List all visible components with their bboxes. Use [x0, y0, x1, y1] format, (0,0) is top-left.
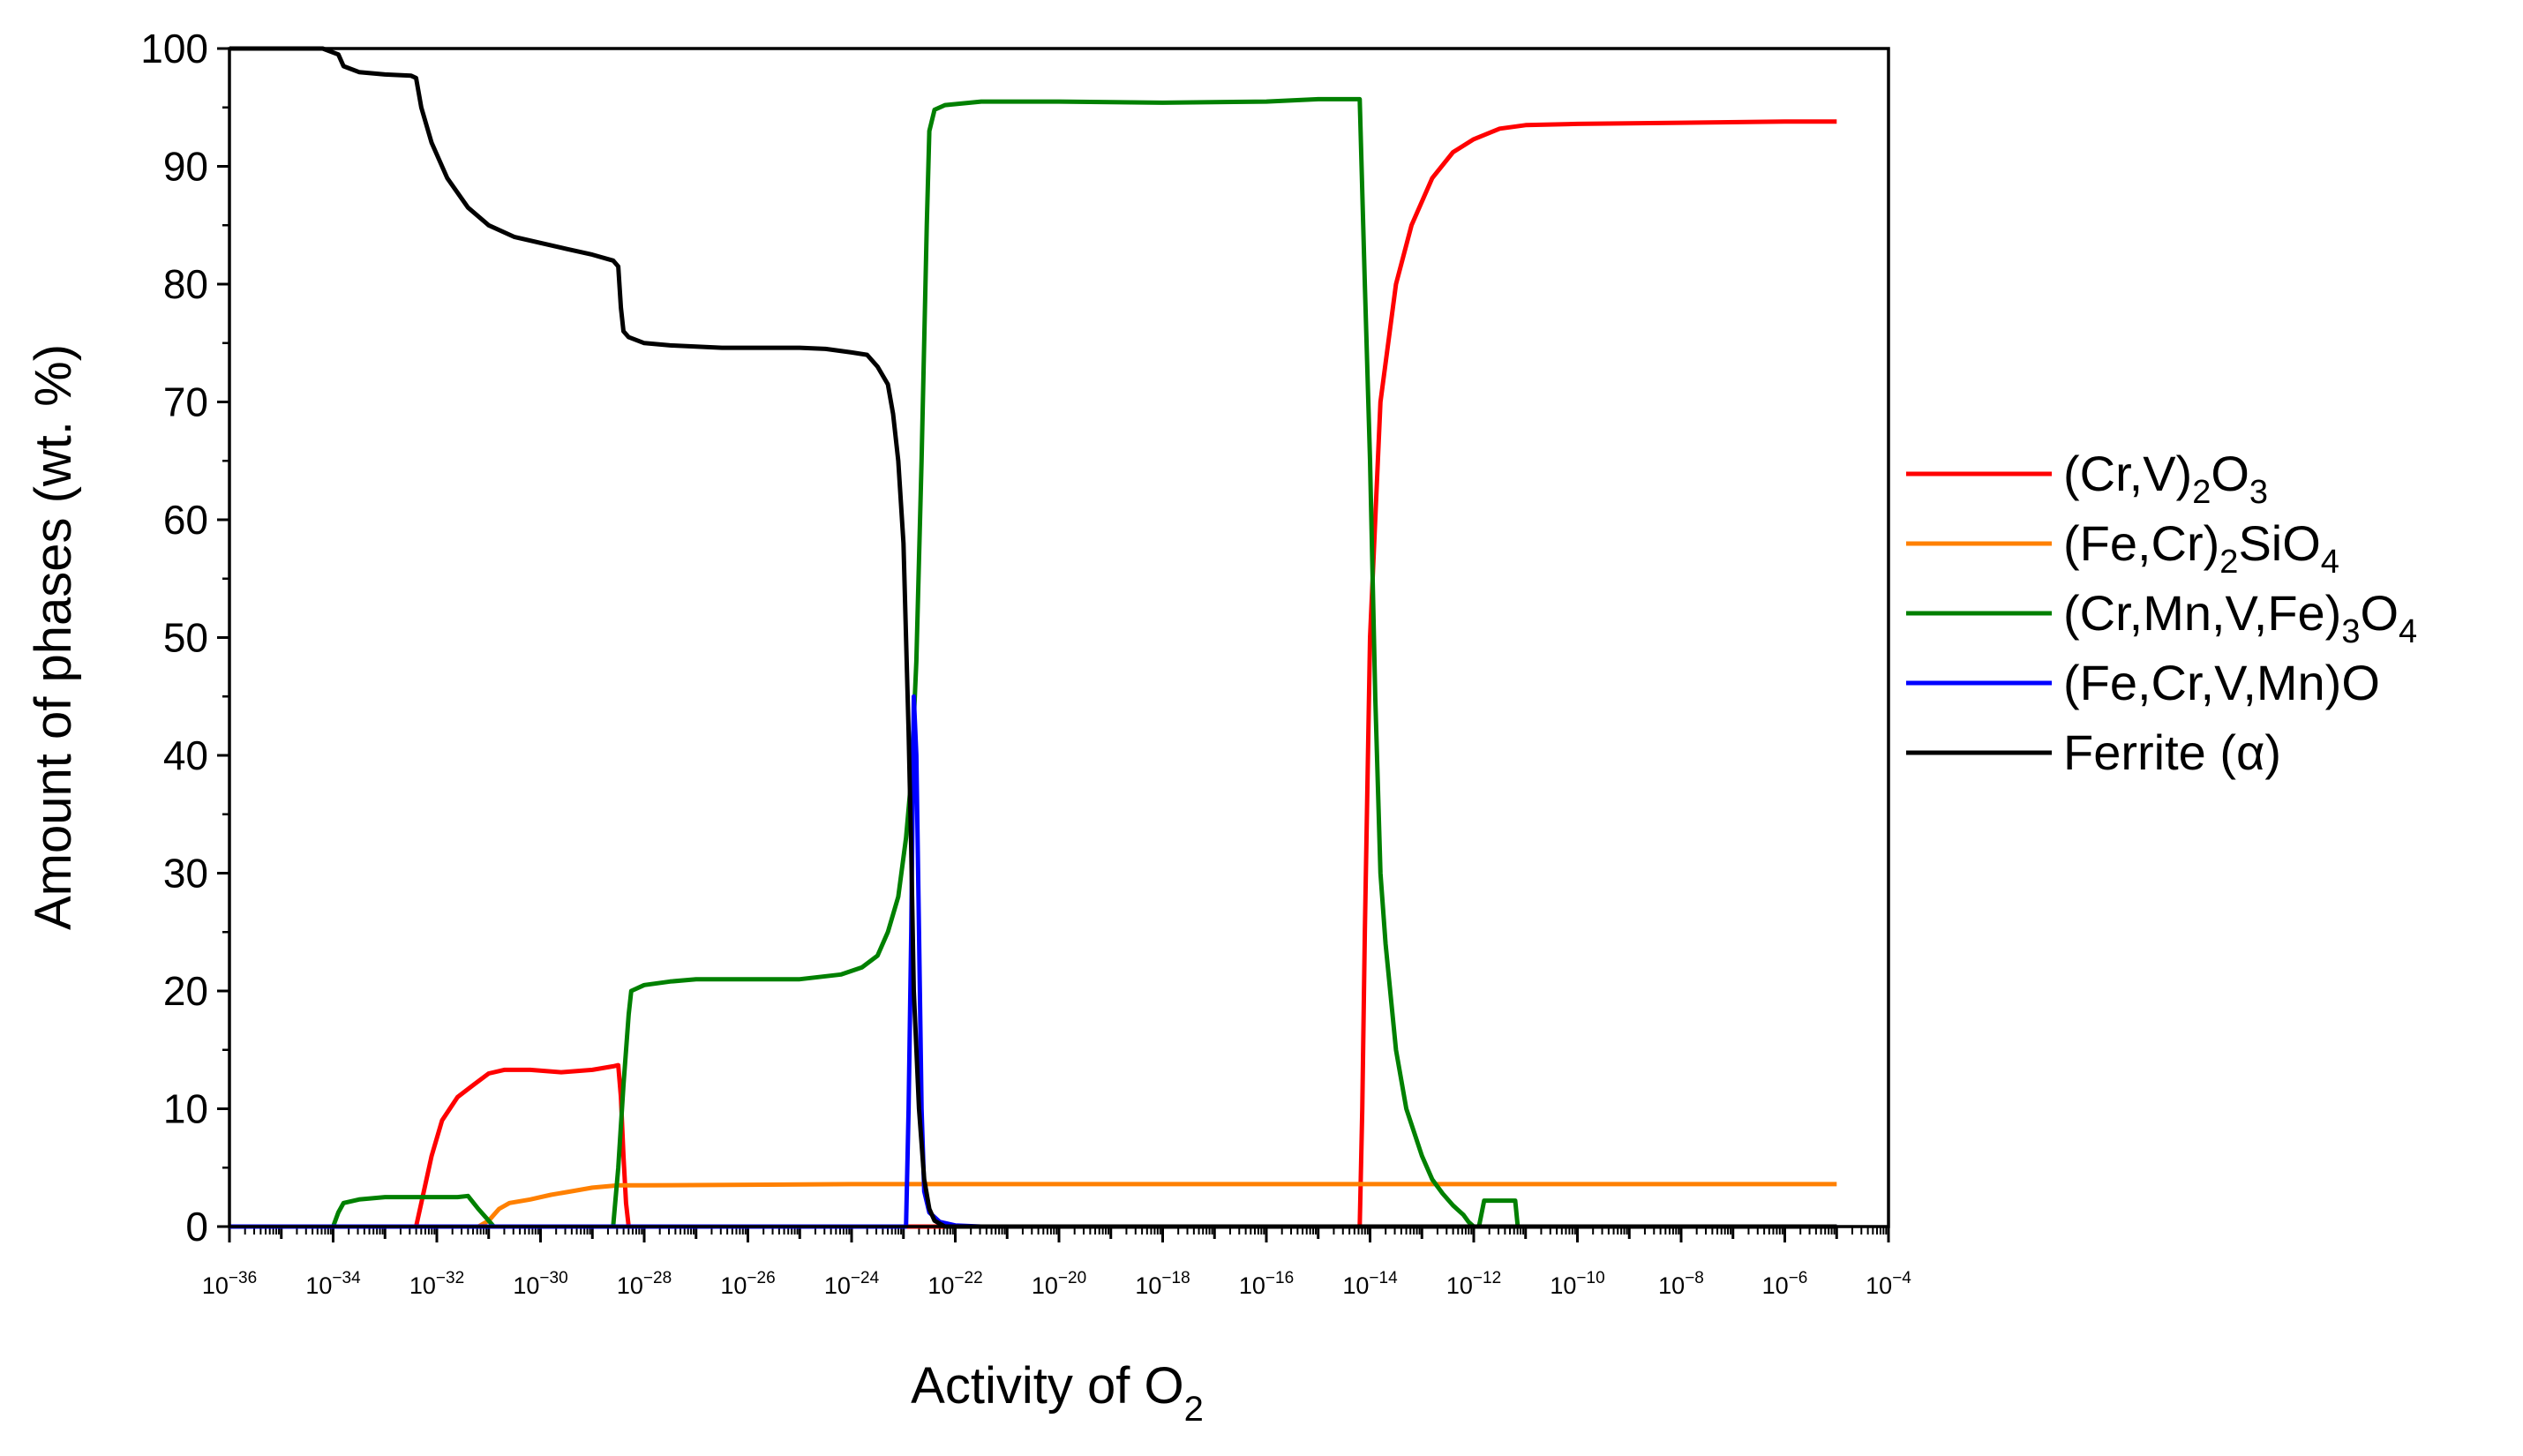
legend-label-part: (Cr,Mn,V,Fe)	[2063, 585, 2341, 641]
x-tick-base: 10	[824, 1272, 851, 1299]
series-line-ferrite_alpha	[229, 46, 1837, 1229]
x-tick-exponent: −22	[954, 1269, 982, 1287]
x-tick-base: 10	[1032, 1272, 1058, 1299]
x-tick-exponent: −20	[1058, 1269, 1086, 1287]
plot-frame	[228, 47, 1890, 1228]
series-line-cr_v_2o3	[229, 119, 1837, 1229]
x-tick-exponent: −10	[1576, 1269, 1604, 1287]
y-tick-label: 20	[163, 968, 208, 1014]
x-axis-title-main: Activity of O	[911, 1357, 1183, 1415]
x-axis-ticks	[228, 1227, 1890, 1242]
x-tick-label: 10−6	[1762, 1269, 1808, 1299]
y-axis-ticks	[217, 47, 229, 1228]
x-tick-exponent: −6	[1789, 1269, 1808, 1287]
legend-label-part: 2	[2219, 544, 2238, 581]
x-tick-base: 10	[1550, 1272, 1576, 1299]
y-tick-label: 70	[163, 379, 208, 425]
x-tick-base: 10	[513, 1272, 539, 1299]
x-tick-label: 10−34	[305, 1269, 361, 1299]
legend-label-part: 4	[2321, 544, 2339, 581]
x-tick-exponent: −16	[1265, 1269, 1294, 1287]
x-axis-title: Activity of O2	[911, 1357, 1204, 1429]
y-tick-labels: 0 10 20 30 40 50 60 70 80 90 100	[140, 26, 208, 1250]
x-tick-exponent: −30	[539, 1269, 567, 1287]
x-tick-base: 10	[1762, 1272, 1789, 1299]
x-tick-label: 10−28	[617, 1269, 672, 1299]
x-tick-base: 10	[305, 1272, 332, 1299]
x-tick-base: 10	[720, 1272, 747, 1299]
x-tick-label: 10−8	[1658, 1269, 1704, 1299]
legend-label-part: 3	[2341, 613, 2360, 650]
x-tick-exponent: −18	[1161, 1269, 1190, 1287]
x-tick-label: 10−22	[927, 1269, 982, 1299]
legend-label-part: (Fe,Cr)	[2063, 515, 2219, 571]
legend-label-part: 3	[2249, 474, 2268, 511]
legend-label-ferrite_alpha: Ferrite (α)	[2063, 724, 2281, 780]
y-tick-label: 40	[163, 732, 208, 778]
x-tick-label: 10−24	[824, 1269, 880, 1299]
x-tick-label: 10−32	[409, 1269, 464, 1299]
x-tick-exponent: −8	[1685, 1269, 1704, 1287]
legend-label-part: SiO	[2238, 515, 2320, 571]
legend-label-cr_v_2o3: (Cr,V)2O3	[2063, 446, 2268, 511]
legend-label-part: (Cr,V)	[2063, 446, 2192, 501]
x-tick-exponent: −26	[747, 1269, 775, 1287]
legend-label-part: O	[2211, 446, 2249, 501]
y-tick-label: 0	[185, 1204, 208, 1250]
legend-label-part: Ferrite (α)	[2063, 724, 2281, 780]
x-tick-exponent: −14	[1369, 1269, 1398, 1287]
legend-label-part: 2	[2192, 474, 2211, 511]
x-tick-base: 10	[1239, 1272, 1265, 1299]
x-tick-exponent: −28	[643, 1269, 672, 1287]
x-tick-exponent: −4	[1892, 1269, 1911, 1287]
x-tick-base: 10	[1342, 1272, 1369, 1299]
y-tick-label: 90	[163, 144, 208, 190]
series-line-fe_cr_v_mn_o	[229, 694, 1837, 1229]
series-line-cr_mn_v_fe_3o4	[229, 96, 1837, 1229]
y-tick-label: 80	[163, 261, 208, 307]
y-tick-label: 50	[163, 615, 208, 661]
y-tick-label: 10	[163, 1086, 208, 1132]
x-tick-base: 10	[1658, 1272, 1685, 1299]
x-tick-exponent: −34	[332, 1269, 361, 1287]
x-tick-base: 10	[1866, 1272, 1892, 1299]
x-tick-label: 10−30	[513, 1269, 567, 1299]
x-tick-labels: 10−36 10−34 10−32 10−30 10−28 10−26 10−24 10−22…	[202, 1269, 1911, 1299]
x-tick-exponent: −24	[851, 1269, 880, 1287]
legend-label-part: O	[2360, 585, 2399, 641]
x-tick-base: 10	[1446, 1272, 1473, 1299]
series-lines	[229, 46, 1837, 1229]
x-tick-base: 10	[1135, 1272, 1161, 1299]
x-tick-label: 10−20	[1032, 1269, 1086, 1299]
y-tick-label: 60	[163, 497, 208, 543]
x-axis-title-sub: 2	[1184, 1390, 1204, 1429]
legend-label-fe_cr_v_mn_o: (Fe,Cr,V,Mn)O	[2063, 655, 2380, 710]
x-tick-base: 10	[617, 1272, 643, 1299]
x-tick-exponent: −36	[229, 1269, 257, 1287]
x-tick-label: 10−18	[1135, 1269, 1190, 1299]
y-tick-label: 100	[140, 26, 208, 71]
x-tick-label: 10−4	[1866, 1269, 1911, 1299]
x-tick-exponent: −32	[436, 1269, 464, 1287]
x-tick-base: 10	[927, 1272, 954, 1299]
x-tick-label: 10−36	[202, 1269, 257, 1299]
x-tick-label: 10−10	[1550, 1269, 1604, 1299]
x-tick-label: 10−16	[1239, 1269, 1294, 1299]
y-axis-title: Amount of phases (wt. %)	[25, 344, 82, 930]
legend-label-fe_cr_2sio4: (Fe,Cr)2SiO4	[2063, 515, 2339, 581]
x-tick-label: 10−12	[1446, 1269, 1501, 1299]
series-line-fe_cr_2sio4	[229, 1182, 1837, 1229]
x-tick-base: 10	[202, 1272, 229, 1299]
x-tick-base: 10	[409, 1272, 436, 1299]
x-tick-exponent: −12	[1473, 1269, 1501, 1287]
x-tick-label: 10−26	[720, 1269, 775, 1299]
legend-label-part: 4	[2399, 613, 2417, 650]
legend-label-cr_mn_v_fe_3o4: (Cr,Mn,V,Fe)3O4	[2063, 585, 2417, 650]
legend-label-part: (Fe,Cr,V,Mn)O	[2063, 655, 2380, 710]
legend: (Cr,V)2O3(Fe,Cr)2SiO4(Cr,Mn,V,Fe)3O4(Fe,…	[1906, 446, 2417, 780]
y-tick-label: 30	[163, 851, 208, 897]
x-tick-label: 10−14	[1342, 1269, 1398, 1299]
